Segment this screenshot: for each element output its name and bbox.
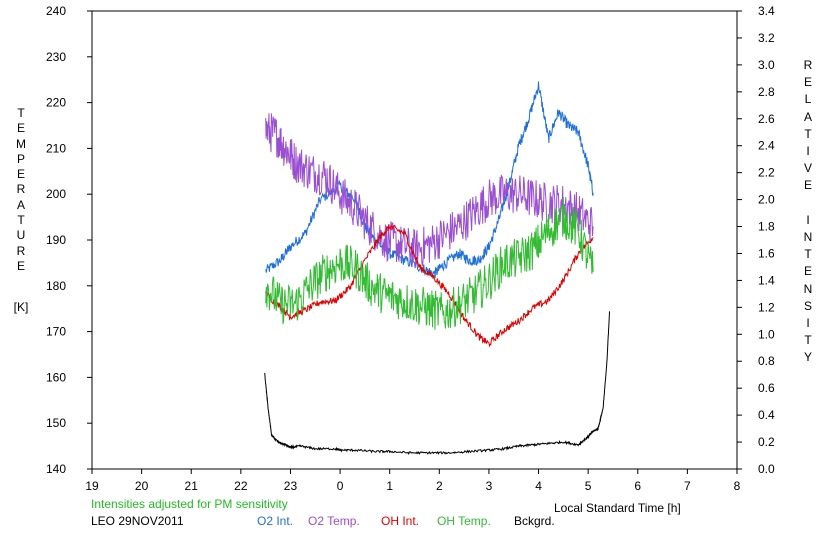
y-right-tick-label: 0.2 (758, 435, 775, 449)
y-right-tick-label: 3.0 (758, 58, 775, 72)
series-line-bckgrd (264, 311, 610, 455)
y-right-tick-label: 2.4 (758, 139, 775, 153)
x-tick-label: 0 (337, 479, 344, 493)
x-tick-label: 3 (486, 479, 493, 493)
y-right-tick-label: 0.8 (758, 354, 775, 368)
legend-oh-int: OH Int. (381, 514, 420, 528)
left-axis-unit: [K] (13, 300, 29, 314)
left-axis-title: T E M P E R A T U R E (16, 106, 26, 273)
y-left-tick-label: 170 (46, 325, 66, 339)
legend-oh-temp: OH Temp. (437, 514, 491, 528)
y-right-tick-label: 2.6 (758, 112, 775, 126)
right-axis-title: R E L A T I V E I N T E N S I T Y (803, 58, 813, 365)
x-tick-label: 5 (585, 479, 592, 493)
chart-series (264, 81, 610, 455)
y-right-tick-label: 0.4 (758, 408, 775, 422)
y-right-tick-label: 1.8 (758, 220, 775, 234)
y-left-tick-label: 230 (46, 50, 66, 64)
y-left-tick-label: 150 (46, 416, 66, 430)
y-right-tick-label: 1.0 (758, 327, 775, 341)
y-left-tick-label: 210 (46, 141, 66, 155)
x-tick-label: 4 (535, 479, 542, 493)
series-line-oh-int (265, 224, 594, 348)
x-tick-label: 20 (135, 479, 149, 493)
x-tick-label: 8 (734, 479, 741, 493)
x-tick-label: 6 (634, 479, 641, 493)
y-right-tick-label: 3.4 (758, 4, 775, 18)
chart-axes: 19 20 21 22 23 0 1 2 3 4 5 6 7 8140150160170180190200… (46, 4, 775, 493)
legend-o2-int: O2 Int. (257, 514, 294, 528)
sensitivity-note: Intensities adjusted for PM sensitivity (91, 497, 288, 511)
x-tick-label: 2 (436, 479, 443, 493)
y-left-tick-label: 190 (46, 233, 66, 247)
y-left-tick-label: 160 (46, 370, 66, 384)
x-tick-label: 22 (234, 479, 248, 493)
y-right-tick-label: 2.0 (758, 193, 775, 207)
series-line-oh-temp (265, 196, 594, 330)
y-right-tick-label: 0.6 (758, 381, 775, 395)
y-right-tick-label: 3.2 (758, 31, 775, 45)
station-date: LEO 29NOV2011 (91, 514, 184, 528)
series-line-o2-temp (265, 113, 594, 268)
y-left-tick-label: 140 (46, 462, 66, 476)
x-axis-title: Local Standard Time [h] (554, 501, 681, 515)
series-line-o2-int (265, 81, 594, 278)
y-right-tick-label: 0.0 (758, 462, 775, 476)
y-left-tick-label: 180 (46, 279, 66, 293)
y-left-tick-label: 240 (46, 4, 66, 18)
x-tick-label: 21 (185, 479, 199, 493)
y-right-tick-label: 1.4 (758, 273, 775, 287)
legend-o2-temp: O2 Temp. (308, 514, 360, 528)
y-left-tick-label: 220 (46, 96, 66, 110)
y-right-tick-label: 1.2 (758, 300, 775, 314)
y-right-tick-label: 1.6 (758, 246, 775, 260)
y-right-tick-label: 2.8 (758, 85, 775, 99)
x-tick-label: 1 (386, 479, 393, 493)
x-tick-label: 7 (684, 479, 691, 493)
y-left-tick-label: 200 (46, 187, 66, 201)
y-right-tick-label: 2.2 (758, 166, 775, 180)
x-tick-label: 19 (85, 479, 99, 493)
legend-background: Bckgrd. (514, 514, 555, 528)
x-tick-label: 23 (284, 479, 298, 493)
